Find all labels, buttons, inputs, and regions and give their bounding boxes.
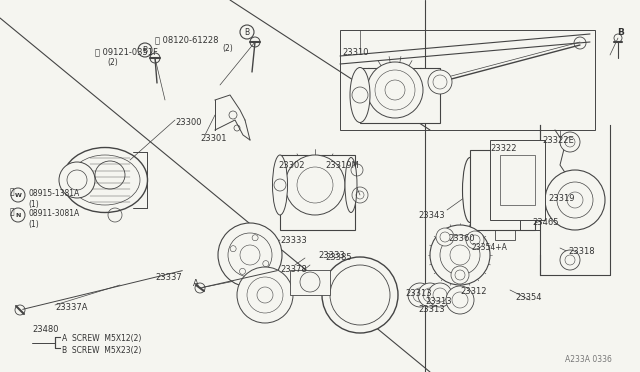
Text: 23385: 23385 [325, 253, 351, 263]
Text: Ⓦ: Ⓦ [10, 187, 15, 196]
Circle shape [408, 283, 432, 307]
Text: 23480: 23480 [32, 326, 58, 334]
Ellipse shape [273, 155, 287, 215]
Text: 23337A: 23337A [55, 304, 88, 312]
Text: Ⓑ 08120-61228: Ⓑ 08120-61228 [155, 35, 218, 45]
Text: 23318: 23318 [568, 247, 595, 257]
Text: W: W [15, 192, 21, 198]
Ellipse shape [350, 67, 370, 122]
Circle shape [218, 223, 282, 287]
Text: (1): (1) [28, 199, 39, 208]
Circle shape [428, 283, 452, 307]
Text: 23313: 23313 [425, 298, 452, 307]
Text: 23319M: 23319M [325, 160, 359, 170]
Circle shape [237, 267, 293, 323]
Text: A  SCREW  M5X12(2): A SCREW M5X12(2) [62, 334, 141, 343]
Bar [490, 140, 545, 220]
Circle shape [446, 286, 474, 314]
Text: B  SCREW  M5X23(2): B SCREW M5X23(2) [62, 346, 141, 355]
Text: (2): (2) [222, 44, 233, 52]
Text: 23301: 23301 [200, 134, 227, 142]
Bar [500, 155, 535, 205]
Text: 23322E: 23322E [542, 135, 573, 144]
Text: 23378: 23378 [280, 266, 307, 275]
Text: 23312: 23312 [460, 288, 486, 296]
Bar [280, 155, 355, 230]
Text: B: B [244, 28, 250, 36]
Bar [495, 230, 515, 240]
Text: 08911-3081A: 08911-3081A [28, 208, 79, 218]
Text: B: B [617, 28, 624, 36]
Circle shape [518, 188, 542, 212]
Ellipse shape [526, 160, 538, 220]
Text: Ⓑ 09121-0351F: Ⓑ 09121-0351F [95, 48, 158, 57]
Text: 23360: 23360 [448, 234, 475, 243]
Bar [360, 68, 440, 123]
Ellipse shape [63, 148, 147, 212]
Bar [470, 150, 535, 230]
Text: 23319: 23319 [548, 193, 575, 202]
Text: 23333: 23333 [280, 235, 307, 244]
Ellipse shape [463, 157, 477, 222]
Circle shape [367, 62, 423, 118]
Text: 23354: 23354 [515, 294, 541, 302]
Text: A233A 0336: A233A 0336 [565, 356, 612, 365]
Circle shape [322, 257, 398, 333]
Text: 23343: 23343 [418, 211, 445, 219]
Circle shape [428, 70, 452, 94]
Circle shape [430, 225, 490, 285]
Text: 23333: 23333 [318, 250, 345, 260]
Circle shape [560, 250, 580, 270]
Text: A: A [193, 279, 199, 288]
Ellipse shape [345, 157, 357, 212]
Circle shape [560, 132, 580, 152]
Circle shape [59, 162, 95, 198]
Circle shape [436, 228, 454, 246]
Text: 23354+A: 23354+A [472, 244, 508, 253]
Text: 23465: 23465 [532, 218, 559, 227]
Text: 23302: 23302 [278, 160, 305, 170]
Circle shape [418, 283, 442, 307]
Text: 23313: 23313 [418, 305, 445, 314]
Text: (2): (2) [107, 58, 118, 67]
Text: Ⓝ: Ⓝ [10, 208, 15, 217]
Text: 23310: 23310 [342, 48, 369, 57]
Text: 23322: 23322 [490, 144, 516, 153]
Text: 08915-1381A: 08915-1381A [28, 189, 79, 198]
Circle shape [285, 155, 345, 215]
Text: 23300: 23300 [175, 118, 202, 126]
Bar [290, 270, 330, 295]
Circle shape [545, 170, 605, 230]
Circle shape [466, 231, 484, 249]
Circle shape [451, 266, 469, 284]
Text: N: N [15, 212, 20, 218]
Text: B: B [143, 45, 148, 55]
Text: 23337: 23337 [155, 273, 182, 282]
Text: 23313: 23313 [405, 289, 431, 298]
Bar [340, 30, 595, 130]
Text: (1): (1) [28, 219, 39, 228]
